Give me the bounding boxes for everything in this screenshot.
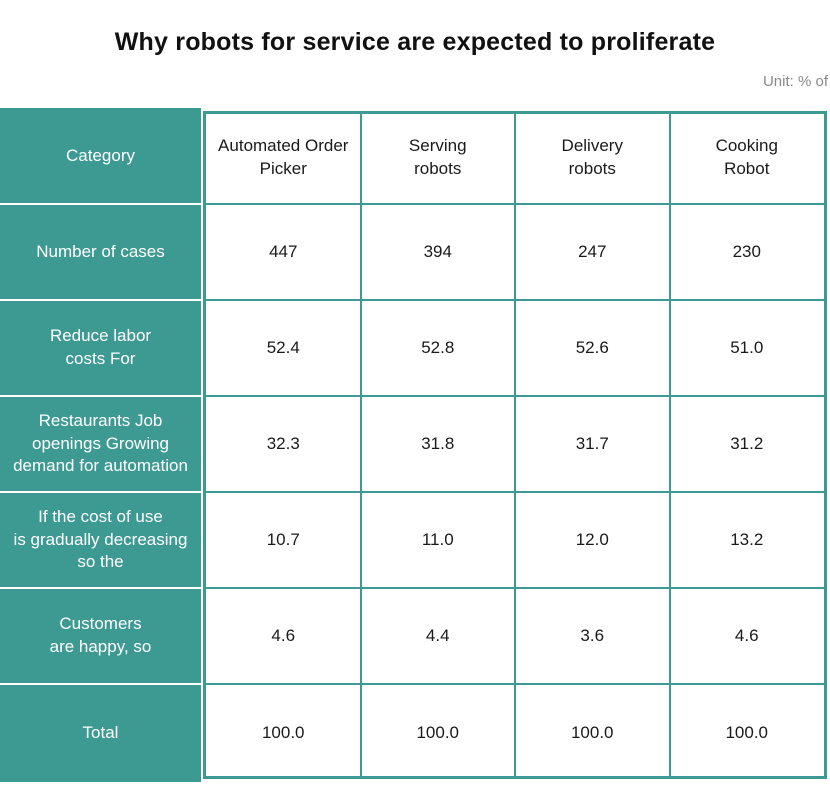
row-header-text: Total — [82, 722, 119, 742]
column-divider — [514, 111, 516, 779]
row-header: Restaurants Job openings Growing demand fo… — [0, 396, 201, 492]
table-cell-text: 10.7 — [266, 529, 300, 549]
table-cell: 52.8 — [361, 300, 516, 396]
table-cell: 12.0 — [515, 492, 670, 588]
table-cell-text: 4.6 — [734, 625, 759, 645]
table-cell-text: 51.0 — [730, 337, 764, 357]
table-cell-text: 11.0 — [421, 529, 454, 549]
table-cell: 100.0 — [670, 684, 825, 782]
row-header-text: Restaurants Job openings Growing demand fo… — [13, 410, 188, 476]
table-cell: 230 — [670, 204, 825, 300]
chart-title: Why robots for service are expected to p… — [114, 28, 716, 56]
table-cell-text: 13.2 — [730, 529, 764, 549]
column-header: Delivery robots — [515, 112, 670, 204]
table-cell: 3.6 — [515, 588, 670, 684]
table-cell: 32.3 — [206, 396, 361, 492]
row-divider — [0, 395, 201, 397]
row-header: Customers are happy, so — [0, 588, 201, 684]
row-header-text: If the cost of use is gradually decreasin… — [13, 506, 188, 572]
table-cell: 100.0 — [361, 684, 516, 782]
table-cell: 11.0 — [361, 492, 516, 588]
table-cell-text: 4.4 — [425, 625, 450, 645]
column-header: Automated Order Picker — [206, 112, 361, 204]
table-cell: 100.0 — [206, 684, 361, 782]
row-header: Reduce labor costs For — [0, 300, 201, 396]
row-header: Total — [0, 684, 201, 782]
table-cell: 31.7 — [515, 396, 670, 492]
table-cell: 394 — [361, 204, 516, 300]
table-cell: 13.2 — [670, 492, 825, 588]
row-divider — [0, 587, 201, 589]
column-header-text: Delivery robots — [561, 136, 623, 178]
table-cell-text: 100.0 — [261, 722, 305, 742]
table-cell: 52.6 — [515, 300, 670, 396]
table-cell-text: 4.6 — [271, 625, 296, 645]
row-header-column — [0, 108, 201, 782]
table-corner-header-text: Category — [66, 145, 135, 165]
row-header-text: Number of cases — [36, 241, 165, 261]
table-cell: 4.4 — [361, 588, 516, 684]
data-table: Category Automated Order Picker Serving robo… — [0, 108, 830, 782]
table-cell: 4.6 — [670, 588, 825, 684]
column-divider — [359, 111, 362, 779]
row-header-text: Customers are happy, so — [49, 614, 152, 656]
table-cell-text: 3.6 — [580, 625, 605, 645]
table-cell-text: 230 — [732, 241, 761, 261]
table-cell: 10.7 — [206, 492, 361, 588]
table-cell: 51.0 — [670, 300, 825, 396]
table-cell-text: 32.3 — [266, 433, 300, 453]
row-header: Number of cases — [0, 204, 201, 300]
table-cell-text: 52.6 — [575, 337, 609, 357]
row-header-text: Reduce labor costs For — [49, 326, 152, 368]
row-divider — [0, 491, 201, 493]
column-header-text: Cooking Robot — [715, 136, 778, 178]
table-cell-text: 52.4 — [266, 337, 300, 357]
column-header: Cooking Robot — [670, 112, 825, 204]
table-cell: 247 — [515, 204, 670, 300]
table-cell-text: 100.0 — [725, 722, 769, 742]
table-cell-text: 394 — [423, 241, 452, 261]
table-cell: 52.4 — [206, 300, 361, 396]
row-divider — [0, 683, 201, 685]
row-divider — [0, 299, 201, 301]
table-cell-text: 447 — [269, 241, 298, 261]
table-cell-text: 52.8 — [421, 337, 455, 357]
table-cell: 31.8 — [361, 396, 516, 492]
table-cell-text: 100.0 — [570, 722, 614, 742]
table-corner-header: Category — [0, 108, 201, 204]
table-cell-text: 31.7 — [575, 433, 609, 453]
column-divider — [668, 111, 671, 779]
column-header-text: Automated Order Picker — [218, 136, 349, 178]
unit-label: Unit: % of — [762, 73, 828, 90]
column-header: Serving robots — [361, 112, 516, 204]
table-cell: 100.0 — [515, 684, 670, 782]
row-header: If the cost of use is gradually decreasin… — [0, 492, 201, 588]
table-cell: 447 — [206, 204, 361, 300]
table-cell-text: 31.2 — [730, 433, 764, 453]
table-cell-text: 31.8 — [421, 433, 455, 453]
table-cell: 31.2 — [670, 396, 825, 492]
column-header-text: Serving robots — [408, 136, 467, 178]
row-divider — [0, 203, 201, 205]
table-cell-text: 247 — [578, 241, 607, 261]
table-cell: 4.6 — [206, 588, 361, 684]
table-cell-text: 12.0 — [575, 529, 609, 549]
table-cell-text: 100.0 — [416, 722, 460, 742]
